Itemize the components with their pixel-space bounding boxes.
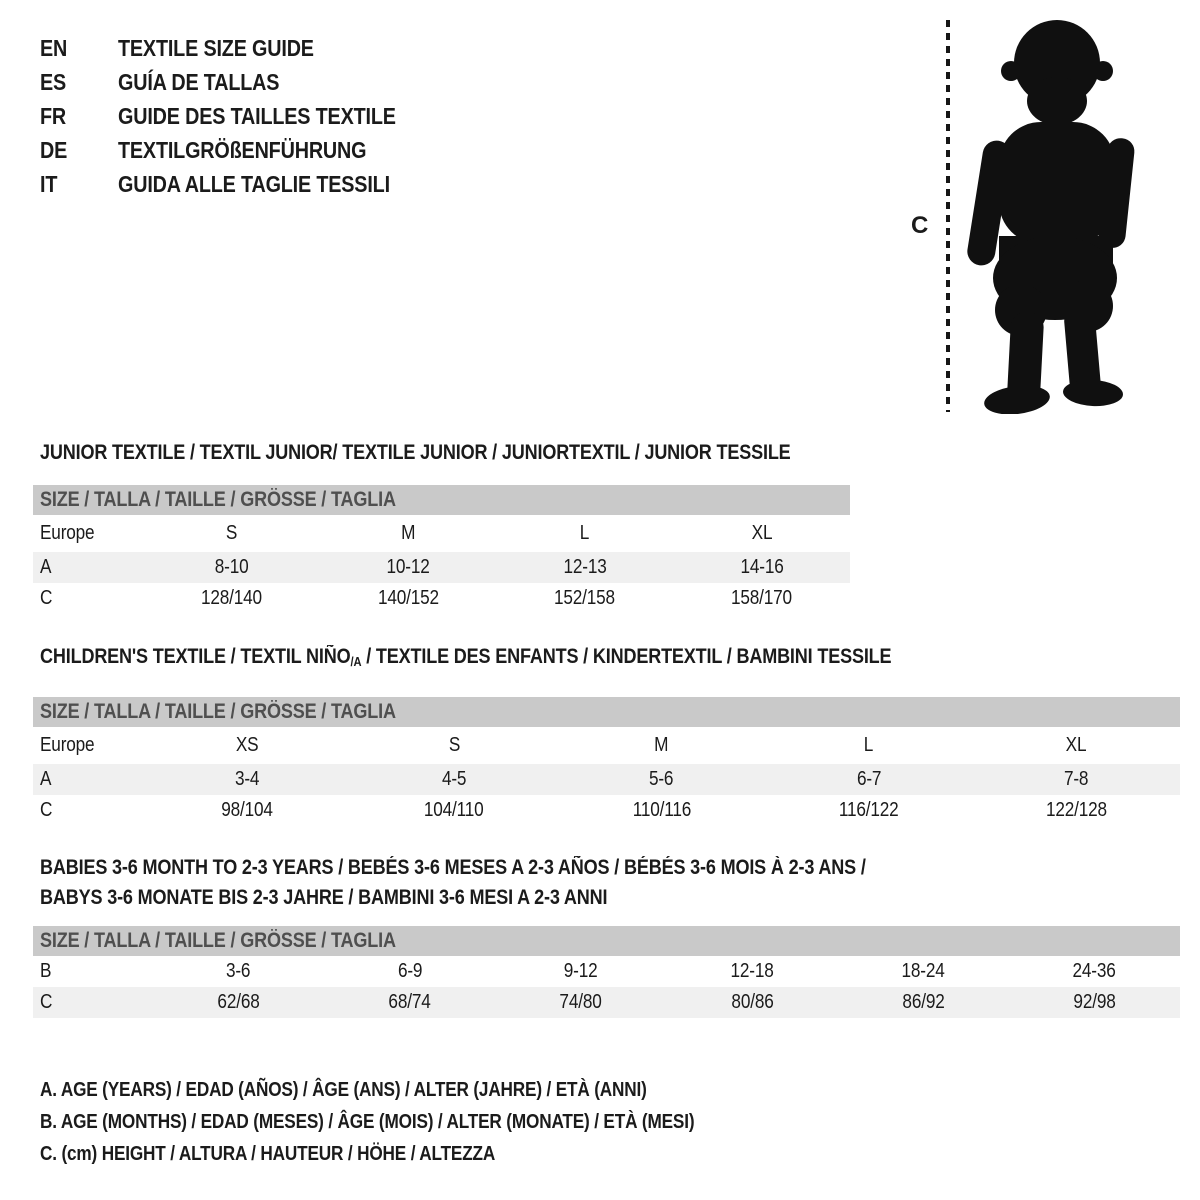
value-cell: 116/122 (839, 799, 899, 821)
size-header-label: SIZE / TALLA / TAILLE / GRÖSSE / TAGLIA (40, 700, 396, 723)
height-row: C 98/104 104/110 110/116 116/122 122/128 (33, 795, 1180, 826)
section-title: CHILDREN'S TEXTILE / TEXTIL NIÑO/A / TEX… (40, 645, 1180, 674)
size-cell: L (864, 734, 874, 756)
value-cell: 86/92 (902, 991, 945, 1013)
section-title: BABIES 3-6 MONTH TO 2-3 YEARS / BEBÉS 3-… (40, 853, 1180, 913)
value-cell: 104/110 (424, 799, 484, 821)
babies-size-table: SIZE / TALLA / TAILLE / GRÖSSE / TAGLIA … (33, 926, 1180, 1018)
months-row: B 3-6 6-9 9-12 12-18 18-24 24-36 (33, 956, 1180, 987)
value-cell: 24-36 (1072, 960, 1116, 982)
value-cell: 98/104 (220, 799, 273, 821)
size-header-row: SIZE / TALLA / TAILLE / GRÖSSE / TAGLIA (33, 485, 850, 515)
junior-title-label: JUNIOR TEXTILE / TEXTIL JUNIOR/ TEXTILE … (40, 441, 791, 464)
value-cell: 122/128 (1045, 799, 1107, 821)
junior-textile-section: JUNIOR TEXTILE / TEXTIL JUNIOR/ TEXTILE … (33, 441, 850, 614)
size-header-label: SIZE / TALLA / TAILLE / GRÖSSE / TAGLIA (40, 929, 396, 952)
value-cell: 5-6 (649, 768, 674, 790)
babies-textile-section: BABIES 3-6 MONTH TO 2-3 YEARS / BEBÉS 3-… (33, 853, 1180, 1018)
language-code: EN (40, 35, 68, 61)
value-cell: 158/170 (731, 587, 793, 609)
height-c-label: C (911, 212, 929, 239)
row-label: Europe (40, 522, 95, 544)
language-title-list: EN TEXTILE SIZE GUIDE ES GUÍA DE TALLAS FR… (40, 31, 441, 201)
junior-size-table: SIZE / TALLA / TAILLE / GRÖSSE / TAGLIA … (33, 485, 850, 614)
value-cell: 6-9 (397, 960, 423, 982)
legend-line-a: A. AGE (YEARS) / EDAD (AÑOS) / ÂGE (ANS)… (40, 1079, 647, 1101)
row-label: Europe (40, 734, 95, 756)
babies-title-line1: BABIES 3-6 MONTH TO 2-3 YEARS / BEBÉS 3-… (40, 856, 866, 879)
height-row: C 128/140 140/152 152/158 158/170 (33, 583, 850, 614)
language-label: TEXTILE SIZE GUIDE (118, 35, 314, 61)
value-cell: 7-8 (1064, 768, 1089, 790)
language-label: GUIDE DES TAILLES TEXTILE (118, 103, 396, 129)
language-row: ES GUÍA DE TALLAS (40, 65, 441, 99)
row-label: C (40, 799, 53, 821)
language-code: FR (40, 103, 67, 129)
value-cell: 62/68 (217, 991, 260, 1013)
toddler-silhouette-icon (963, 16, 1145, 415)
value-cell: 92/98 (1073, 991, 1116, 1013)
language-row: EN TEXTILE SIZE GUIDE (40, 31, 441, 65)
language-row: DE TEXTILGRÖßENFÜHRUNG (40, 133, 441, 167)
children-textile-section: CHILDREN'S TEXTILE / TEXTIL NIÑO/A / TEX… (33, 645, 1180, 826)
language-code: DE (40, 137, 68, 163)
row-label: A (40, 768, 52, 790)
value-cell: 3-4 (234, 768, 260, 790)
value-cell: 12-13 (563, 556, 607, 578)
legend-line-b: B. AGE (MONTHS) / EDAD (MESES) / ÂGE (MO… (40, 1111, 695, 1133)
value-cell: 3-6 (226, 960, 251, 982)
size-cell: XL (1065, 734, 1087, 756)
section-title: JUNIOR TEXTILE / TEXTIL JUNIOR/ TEXTILE … (40, 441, 850, 465)
height-row: C 62/68 68/74 74/80 80/86 86/92 92/98 (33, 987, 1180, 1018)
value-cell: 6-7 (856, 768, 882, 790)
europe-row: Europe S M L XL (33, 515, 850, 552)
value-cell: 74/80 (559, 991, 602, 1013)
size-header-row: SIZE / TALLA / TAILLE / GRÖSSE / TAGLIA (33, 697, 1180, 727)
row-label: B (40, 960, 52, 982)
age-row: A 3-4 4-5 5-6 6-7 7-8 (33, 764, 1180, 795)
nino-a-subscript: /A (350, 654, 362, 669)
value-cell: 128/140 (200, 587, 262, 609)
size-cell: M (654, 734, 669, 756)
language-code: IT (40, 171, 58, 197)
size-cell: S (225, 522, 238, 544)
size-cell: XL (751, 522, 772, 544)
value-cell: 9-12 (564, 960, 598, 982)
value-cell: 4-5 (441, 768, 467, 790)
legend: A. AGE (YEARS) / EDAD (AÑOS) / ÂGE (ANS)… (40, 1074, 801, 1170)
language-label: GUÍA DE TALLAS (118, 69, 280, 95)
children-size-table: SIZE / TALLA / TAILLE / GRÖSSE / TAGLIA … (33, 697, 1180, 826)
babies-title-line2: BABYS 3-6 MONATE BIS 2-3 JAHRE / BAMBINI… (40, 886, 608, 909)
value-cell: 110/116 (632, 799, 691, 821)
age-row: A 8-10 10-12 12-13 14-16 (33, 552, 850, 583)
value-cell: 152/158 (554, 587, 616, 609)
language-code: ES (40, 69, 67, 95)
height-dashed-line (946, 20, 950, 412)
value-cell: 80/86 (730, 991, 774, 1013)
value-cell: 68/74 (388, 991, 431, 1013)
size-header-label: SIZE / TALLA / TAILLE / GRÖSSE / TAGLIA (40, 488, 396, 511)
row-label: C (40, 991, 53, 1013)
value-cell: 14-16 (740, 556, 784, 578)
size-cell: L (580, 522, 590, 544)
europe-row: Europe XS S M L XL (33, 727, 1180, 764)
language-row: IT GUIDA ALLE TAGLIE TESSILI (40, 167, 441, 201)
row-label: C (40, 587, 53, 609)
size-cell: M (401, 522, 416, 544)
size-cell: S (448, 734, 460, 756)
row-label: A (40, 556, 52, 578)
size-header-row: SIZE / TALLA / TAILLE / GRÖSSE / TAGLIA (33, 926, 1180, 956)
value-cell: 12-18 (730, 960, 774, 982)
legend-line-c: C. (cm) HEIGHT / ALTURA / HAUTEUR / HÖHE… (40, 1143, 496, 1165)
language-label: GUIDA ALLE TAGLIE TESSILI (118, 171, 390, 197)
size-cell: XS (235, 734, 258, 756)
value-cell: 10-12 (386, 556, 430, 578)
language-label: TEXTILGRÖßENFÜHRUNG (118, 137, 367, 163)
value-cell: 140/152 (377, 587, 439, 609)
value-cell: 8-10 (214, 556, 249, 578)
children-title-label: CHILDREN'S TEXTILE / TEXTIL NIÑO/A / TEX… (40, 645, 892, 669)
language-row: FR GUIDE DES TAILLES TEXTILE (40, 99, 441, 133)
value-cell: 18-24 (901, 960, 945, 982)
